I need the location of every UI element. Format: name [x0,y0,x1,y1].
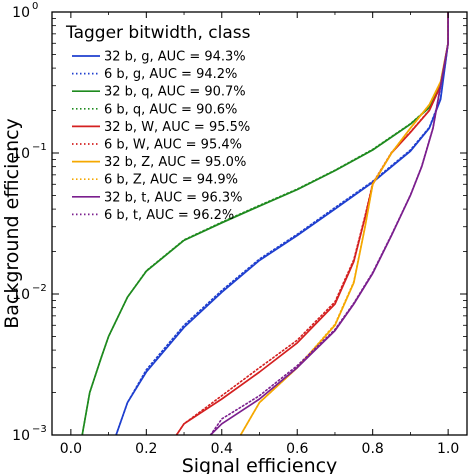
legend-label-0: 32 b, g, AUC = 94.3% [104,50,246,65]
x-tick-label-2: 0.4 [211,441,233,457]
series-line-9 [209,12,449,435]
legend-title: Tagger bitwidth, class [65,23,251,43]
series-line-3 [81,12,449,435]
x-tick-label-0: 0.0 [60,441,82,457]
y-axis-title: Background efficiency [1,118,23,329]
legend-label-9: 6 b, t, AUC = 96.2% [104,208,234,223]
legend-label-2: 32 b, q, AUC = 90.7% [104,85,246,100]
series-layer [81,12,449,435]
legend-label-8: 32 b, t, AUC = 96.3% [104,190,243,205]
x-tick-label-5: 1.0 [437,441,459,457]
y-tick-label-1: 10 [12,287,30,303]
y-tick-exponent-1: −2 [32,283,47,294]
x-tick-label-4: 0.8 [362,441,384,457]
legend-label-3: 6 b, q, AUC = 90.6% [104,102,237,117]
y-tick-exponent-2: −1 [32,142,47,153]
x-tick-label-1: 0.2 [135,441,157,457]
legend-label-1: 6 b, g, AUC = 94.2% [104,67,237,82]
legend-label-7: 6 b, Z, AUC = 94.9% [104,173,238,188]
series-line-5 [175,12,449,435]
legend: Tagger bitwidth, class 32 b, g, AUC = 94… [65,23,251,223]
legend-label-4: 32 b, W, AUC = 95.5% [104,120,250,135]
x-axis-title: Signal efficiency [182,455,338,474]
y-tick-exponent-3: 0 [32,1,38,12]
y-tick-label-2: 10 [12,146,30,162]
legend-label-6: 32 b, Z, AUC = 95.0% [104,155,246,170]
y-tick-exponent-0: −3 [32,424,47,435]
series-line-1 [115,12,449,435]
y-tick-label-3: 10 [12,5,30,21]
legend-label-5: 6 b, W, AUC = 95.4% [104,138,242,153]
x-tick-label-3: 0.6 [286,441,308,457]
y-tick-label-0: 10 [12,428,30,444]
